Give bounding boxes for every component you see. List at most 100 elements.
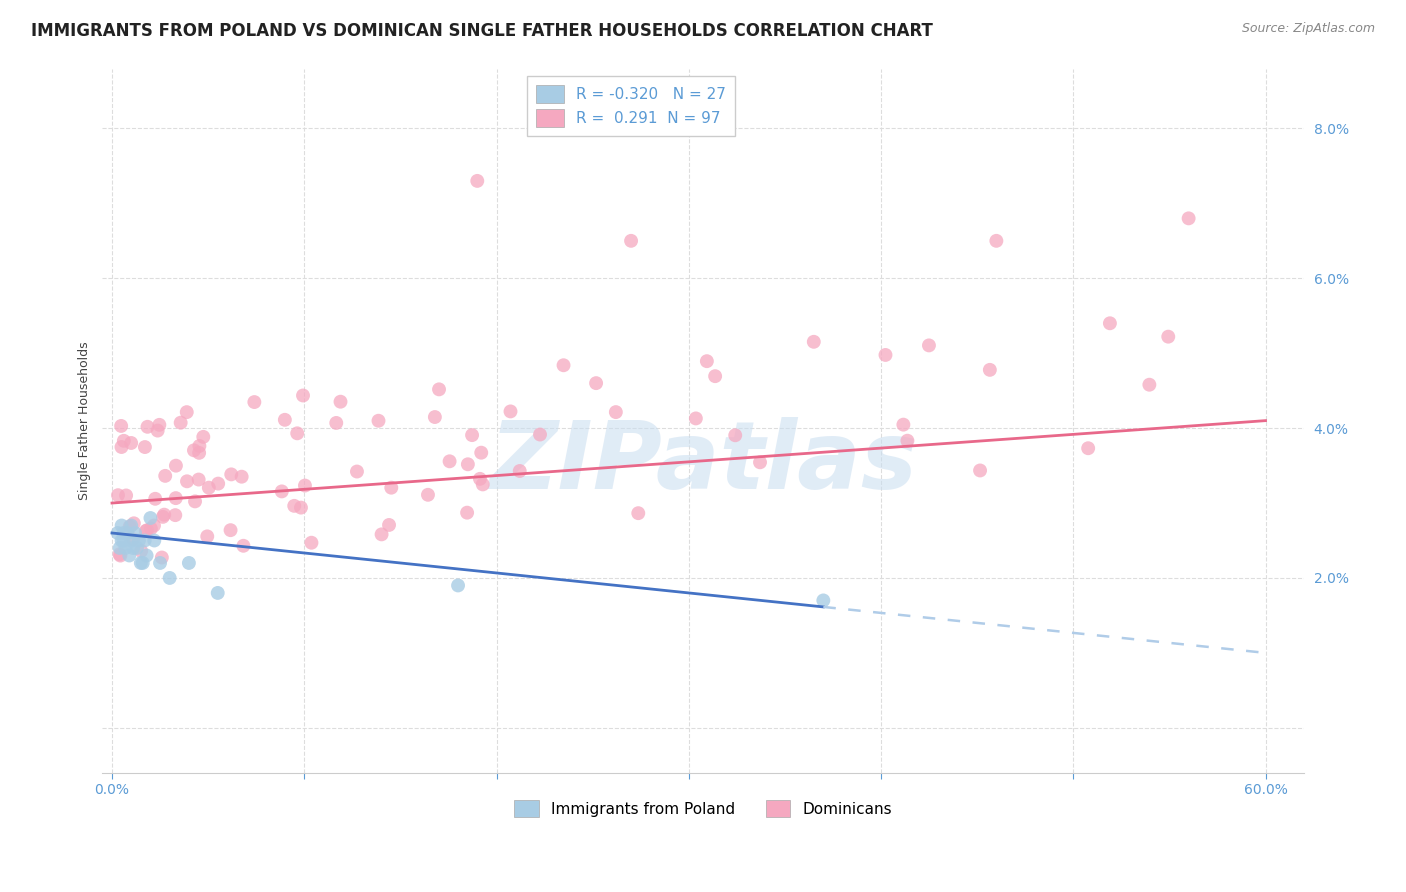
Point bbox=[120, 533, 142, 548]
Point bbox=[136, 523, 159, 537]
Point bbox=[207, 586, 229, 600]
Point bbox=[120, 518, 142, 533]
Point bbox=[1077, 442, 1099, 456]
Legend: Immigrants from Poland, Dominicans: Immigrants from Poland, Dominicans bbox=[506, 792, 900, 825]
Point bbox=[470, 445, 492, 459]
Point bbox=[134, 533, 156, 548]
Point bbox=[184, 494, 207, 508]
Point bbox=[146, 424, 169, 438]
Point bbox=[195, 529, 218, 543]
Point bbox=[110, 440, 132, 454]
Point bbox=[187, 473, 209, 487]
Point bbox=[107, 526, 129, 541]
Point bbox=[285, 426, 308, 441]
Point bbox=[159, 571, 181, 585]
Point bbox=[325, 416, 347, 430]
Point bbox=[125, 541, 148, 555]
Point bbox=[685, 411, 707, 425]
Point bbox=[378, 518, 401, 533]
Point bbox=[110, 419, 132, 434]
Point bbox=[108, 541, 131, 555]
Point bbox=[128, 533, 150, 548]
Text: ZIPatlas: ZIPatlas bbox=[489, 417, 917, 508]
Point bbox=[122, 541, 145, 555]
Point bbox=[177, 556, 200, 570]
Point bbox=[290, 500, 312, 515]
Point bbox=[118, 549, 141, 563]
Point bbox=[605, 405, 627, 419]
Point bbox=[219, 523, 242, 537]
Point bbox=[135, 524, 157, 538]
Point bbox=[875, 348, 897, 362]
Point bbox=[135, 549, 157, 563]
Point bbox=[704, 369, 727, 384]
Point bbox=[585, 376, 607, 391]
Point bbox=[294, 478, 316, 492]
Point bbox=[149, 556, 172, 570]
Point bbox=[1137, 377, 1160, 392]
Point bbox=[107, 488, 129, 502]
Point bbox=[232, 539, 254, 553]
Point bbox=[143, 533, 166, 548]
Point bbox=[529, 427, 551, 442]
Point bbox=[193, 430, 215, 444]
Point bbox=[124, 526, 146, 541]
Point bbox=[803, 334, 825, 349]
Point bbox=[986, 234, 1008, 248]
Point bbox=[117, 526, 139, 541]
Point bbox=[132, 556, 155, 570]
Point bbox=[110, 549, 132, 563]
Point bbox=[423, 410, 446, 425]
Point bbox=[207, 476, 229, 491]
Point bbox=[176, 475, 198, 489]
Point bbox=[198, 481, 221, 495]
Point bbox=[509, 464, 531, 478]
Point bbox=[380, 481, 402, 495]
Point bbox=[456, 506, 478, 520]
Point bbox=[329, 394, 352, 409]
Point bbox=[1098, 316, 1121, 330]
Point bbox=[627, 506, 650, 520]
Point bbox=[724, 428, 747, 442]
Point bbox=[110, 533, 132, 548]
Point bbox=[1177, 211, 1199, 226]
Point bbox=[219, 467, 242, 482]
Point bbox=[979, 363, 1001, 377]
Point bbox=[176, 405, 198, 419]
Point bbox=[143, 518, 166, 533]
Point bbox=[183, 443, 205, 458]
Point bbox=[893, 417, 915, 432]
Point bbox=[129, 544, 152, 558]
Point bbox=[896, 434, 918, 448]
Point bbox=[153, 508, 176, 522]
Point bbox=[918, 338, 941, 352]
Point bbox=[465, 174, 488, 188]
Point bbox=[620, 234, 643, 248]
Point bbox=[969, 463, 991, 477]
Point bbox=[749, 455, 772, 469]
Point bbox=[110, 518, 132, 533]
Point bbox=[115, 488, 138, 502]
Point bbox=[283, 499, 305, 513]
Point bbox=[122, 516, 145, 531]
Point bbox=[148, 417, 170, 432]
Point bbox=[447, 578, 470, 592]
Point bbox=[188, 446, 211, 460]
Point bbox=[301, 535, 323, 549]
Point bbox=[471, 477, 494, 491]
Point bbox=[243, 395, 266, 409]
Point bbox=[427, 382, 450, 396]
Point bbox=[169, 416, 191, 430]
Point bbox=[439, 454, 461, 468]
Point bbox=[120, 436, 142, 450]
Point bbox=[461, 428, 484, 442]
Point bbox=[108, 547, 131, 561]
Point bbox=[165, 491, 187, 505]
Point bbox=[165, 458, 187, 473]
Point bbox=[499, 404, 522, 418]
Point bbox=[118, 519, 141, 533]
Point bbox=[112, 526, 135, 541]
Point bbox=[231, 469, 253, 483]
Text: Source: ZipAtlas.com: Source: ZipAtlas.com bbox=[1241, 22, 1375, 36]
Point bbox=[150, 550, 173, 565]
